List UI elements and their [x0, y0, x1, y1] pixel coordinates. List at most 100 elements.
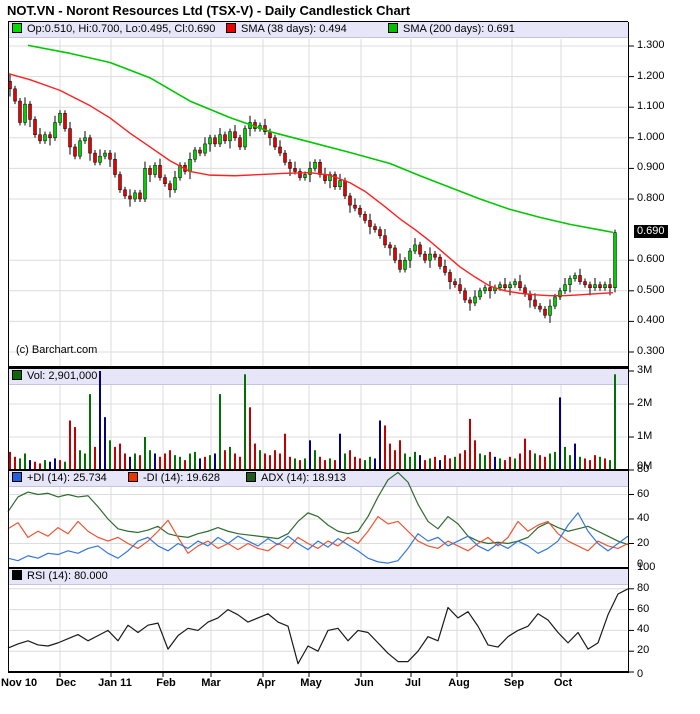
candle-body [423, 253, 427, 261]
x-axis-month-label: Oct [553, 677, 573, 689]
volume-bar [514, 458, 516, 470]
candle-body [138, 192, 142, 200]
candle-body [23, 103, 27, 123]
candle-body [118, 174, 122, 191]
candle-body [153, 165, 157, 175]
candle-body [553, 296, 557, 307]
volume-bar [169, 450, 171, 470]
volume-legend-swatch-icon [12, 370, 22, 380]
x-axis-month-label: Sep [503, 677, 525, 689]
volume-bar [39, 463, 41, 470]
last-price-label: 0.690 [634, 224, 668, 238]
candle-body [403, 259, 407, 270]
volume-bar [584, 458, 586, 470]
volume-bar [369, 456, 371, 470]
dmi-legend-label: -DI (14): 19.628 [143, 472, 221, 484]
volume-bar [364, 460, 366, 470]
minus-di-line [7, 515, 629, 554]
volume-bar [349, 450, 351, 470]
candle-body [183, 165, 187, 172]
volume-bar [249, 407, 251, 470]
candle-body [308, 168, 312, 175]
candle-body [443, 266, 447, 273]
volume-bar [454, 456, 456, 470]
volume-bar [74, 427, 76, 470]
price-axis-label: 0.800 [637, 192, 665, 204]
volume-bar [54, 458, 56, 470]
volume-axis-label: 3M [637, 364, 653, 376]
candle-body [113, 158, 117, 175]
volume-bar [309, 440, 311, 470]
rsi-axis-label: 0 [637, 668, 644, 680]
candle-body [478, 290, 482, 298]
x-axis-month-label: Mar [201, 677, 221, 689]
candle-body [203, 143, 207, 154]
candle-body [158, 165, 162, 178]
candle-body [433, 253, 437, 258]
price-axis-label: 1.300 [637, 39, 665, 51]
volume-bar [129, 456, 131, 470]
candle-body [78, 140, 82, 157]
candle-body [503, 284, 507, 288]
volume-bar [474, 440, 476, 470]
x-axis-month-label: May [300, 677, 322, 689]
candle-body [353, 204, 357, 209]
candle-body [558, 290, 562, 298]
x-axis-month-label: Jul [405, 677, 421, 689]
rsi-legend-swatch-icon [12, 570, 22, 580]
volume-bar [499, 458, 501, 470]
volume-bar [159, 456, 161, 470]
candle-body [43, 134, 47, 142]
candle-body [278, 146, 282, 154]
price-axis-label: 0.500 [637, 283, 665, 296]
candle-body [368, 220, 372, 227]
candle-body [413, 244, 417, 252]
volume-bar [264, 453, 266, 470]
candle-body [543, 308, 547, 316]
candle-body [133, 192, 137, 200]
volume-axis-label: 1M [637, 430, 653, 442]
candle-body [383, 235, 387, 246]
candle-body [328, 174, 332, 181]
price-legend-swatch-icon [12, 23, 22, 33]
price-axis-label: 1.200 [637, 69, 665, 82]
dmi-legend-label: ADX (14): 18.913 [261, 472, 346, 484]
volume-bar [69, 420, 71, 470]
rsi-axis-label: 80 [637, 581, 650, 594]
candle-body [493, 287, 497, 292]
volume-bar [44, 460, 46, 470]
volume-bar [544, 456, 546, 470]
candle-body [38, 134, 42, 142]
candle-body [93, 152, 97, 163]
candle-body [8, 80, 12, 90]
rsi-line [7, 588, 629, 665]
candle-body [373, 226, 377, 230]
dmi-legend-swatch-icon [246, 472, 256, 482]
volume-bar [489, 451, 491, 470]
right-border [628, 22, 629, 672]
candle-body [338, 180, 342, 188]
candle-body [273, 137, 277, 148]
x-axis-month-label: Feb [156, 677, 176, 689]
candle-body [188, 158, 192, 172]
price-legend-label: SMA (38 days): 0.494 [241, 23, 347, 35]
volume-bar [119, 443, 121, 470]
candle-body [178, 165, 182, 178]
candle-body [593, 284, 597, 288]
candle-body [453, 281, 457, 285]
volume-bar [404, 453, 406, 470]
volume-bar [104, 417, 106, 470]
candle-body [588, 284, 592, 288]
volume-bar [359, 458, 361, 470]
volume-bar [284, 433, 286, 470]
candle-body [193, 149, 197, 160]
candle-body [288, 162, 292, 169]
candle-body [468, 299, 472, 304]
candle-body [448, 272, 452, 282]
candle-body [613, 232, 617, 288]
volume-bar [34, 461, 36, 470]
volume-bar [344, 453, 346, 470]
volume-legend-bar: Vol: 2,901,000 [8, 369, 628, 385]
candle-body [473, 296, 477, 304]
